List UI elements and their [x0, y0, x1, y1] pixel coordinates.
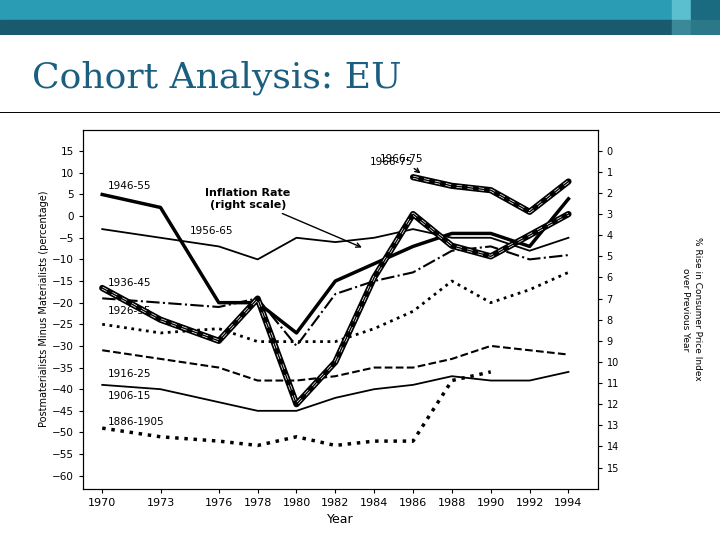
Text: Cohort Analysis: EU: Cohort Analysis: EU [32, 60, 402, 94]
Text: 1886-1905: 1886-1905 [108, 417, 165, 427]
Bar [691, 0, 720, 21]
Text: 1966-75: 1966-75 [370, 157, 414, 167]
Text: 1956-65: 1956-65 [189, 226, 233, 237]
Text: 1916-25: 1916-25 [108, 369, 151, 379]
Bar [0, 21, 672, 35]
Text: 1946-55: 1946-55 [108, 181, 151, 191]
Text: 1906-15: 1906-15 [108, 390, 151, 401]
Y-axis label: % Rise in Consumer Price Index
over Previous Year: % Rise in Consumer Price Index over Prev… [681, 237, 701, 381]
Text: 1936-45: 1936-45 [108, 278, 151, 288]
Text: 1966-75: 1966-75 [380, 154, 423, 172]
Bar [0, 0, 672, 21]
Bar [672, 21, 691, 35]
Bar [672, 0, 691, 21]
Y-axis label: Postmaterialists Minus Materialists (percentage): Postmaterialists Minus Materialists (per… [39, 191, 49, 427]
X-axis label: Year: Year [327, 514, 354, 526]
Bar [691, 21, 720, 35]
Text: 1926-35: 1926-35 [108, 306, 151, 316]
Text: Inflation Rate
(right scale): Inflation Rate (right scale) [205, 188, 361, 247]
